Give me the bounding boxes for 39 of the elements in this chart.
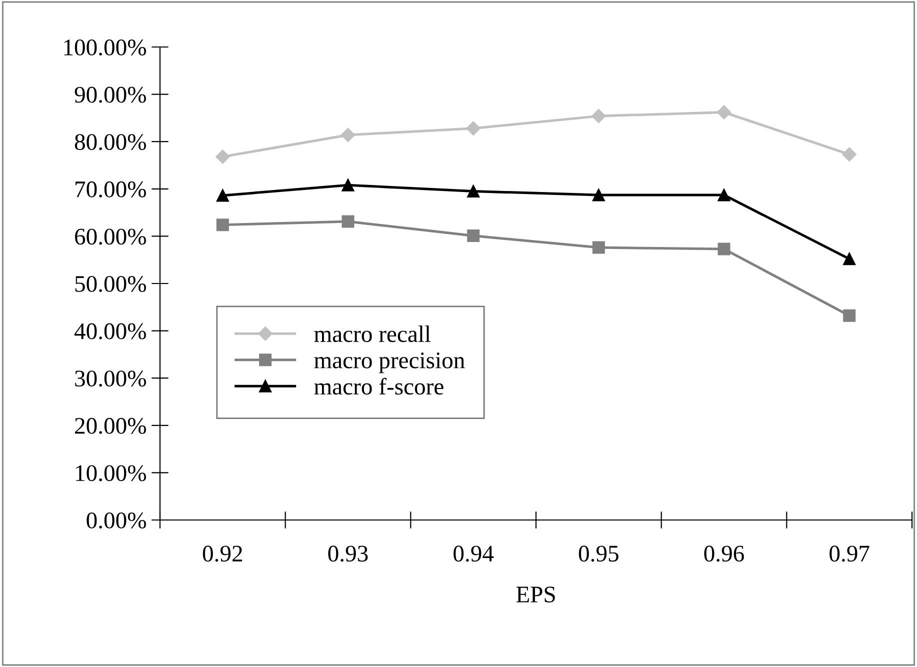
point — [843, 309, 856, 322]
x-axis-title: EPS — [516, 586, 555, 602]
point — [467, 229, 480, 242]
point — [718, 188, 730, 202]
point — [592, 188, 605, 202]
point — [842, 147, 856, 162]
y-tick-label: 10.00% — [76, 465, 146, 482]
point — [466, 121, 480, 136]
point — [342, 178, 354, 192]
point — [718, 242, 730, 256]
point — [216, 189, 229, 202]
y-tick-label: 0.00% — [86, 512, 146, 529]
legend-label: macro recall — [314, 325, 431, 342]
point — [592, 241, 605, 254]
x-tick-label: 0.92 — [202, 546, 242, 562]
y-tick-label: 70.00% — [76, 181, 146, 198]
point — [843, 252, 856, 266]
point — [216, 150, 230, 164]
x-tick-label: 0.97 — [830, 546, 870, 562]
point — [216, 218, 229, 232]
legend-label: macro f-score — [314, 378, 444, 395]
x-tick-label: 0.94 — [454, 546, 494, 562]
x-tick-label: 0.96 — [704, 546, 744, 562]
y-tick-label: 90.00% — [74, 86, 146, 103]
y-tick-label: 100.00% — [64, 39, 146, 56]
y-tick-label: 60.00% — [75, 228, 146, 245]
point — [592, 108, 606, 124]
point — [342, 215, 354, 228]
point — [467, 185, 480, 198]
y-tick-label: 20.00% — [75, 418, 146, 434]
y-tick-label: 40.00% — [74, 323, 146, 340]
legend-label: macro precision — [314, 352, 465, 374]
point — [340, 128, 356, 142]
y-tick-label: 30.00% — [75, 370, 146, 387]
x-tick-label: 0.95 — [578, 546, 618, 562]
x-tick-label: 0.93 — [328, 546, 368, 562]
point — [716, 105, 732, 120]
y-tick-label: 80.00% — [74, 134, 146, 150]
y-tick-label: 50.00% — [75, 276, 146, 292]
